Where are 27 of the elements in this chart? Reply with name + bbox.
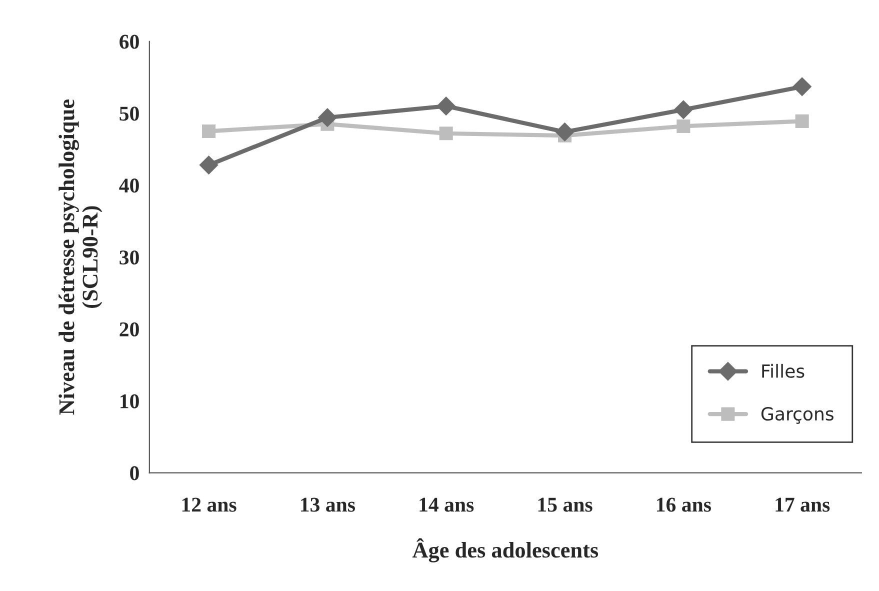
point [439,126,453,140]
x-tick-label: 16 ans [657,498,711,512]
point [795,114,809,128]
x-tick-label: 15 ans [538,498,592,512]
point [318,108,337,127]
y-tick-label: 60 [120,34,139,49]
x-tick-label: 13 ans [301,498,355,512]
point [674,100,693,120]
x-tick-label: 12 ans [182,498,236,512]
y-tick-label: 50 [120,106,139,121]
x-tick-label: 14 ans [420,498,474,512]
y-tick-label: 0 [130,466,139,480]
legend-label: Filles [762,364,804,378]
y-axis-title: Niveau de détresse psychologique (SCL90-R) [58,100,102,415]
point [555,122,574,142]
y-tick-label: 20 [120,322,139,336]
point [792,77,812,96]
point [202,124,216,138]
point [436,96,456,116]
y-tick-label: 40 [119,178,139,193]
y-tick-label: 10 [120,394,139,408]
point [199,156,218,174]
point [676,119,690,133]
y-tick-label: 30 [120,250,139,265]
x-tick-label: 17 ans [776,498,830,512]
x-axis-title: Âge des adolescents [412,538,598,562]
legend-label: Garçons [761,406,834,424]
